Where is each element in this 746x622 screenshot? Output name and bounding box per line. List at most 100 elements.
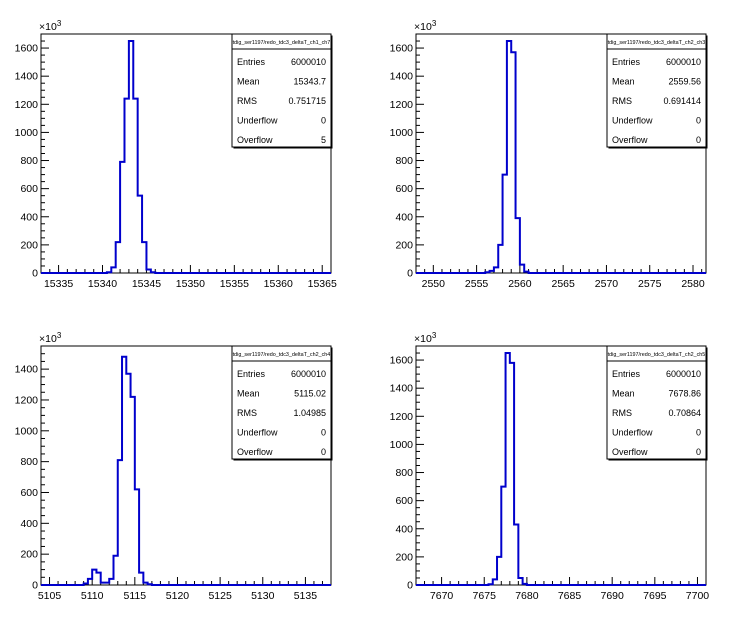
y-tick-label: 400 (395, 523, 413, 535)
y-multiplier-label: ×103 (414, 331, 437, 345)
stat-value: 6000010 (291, 57, 326, 67)
histogram-title: tdig_ser1197/redo_tdc3_deltaT_ch2_ch4 (233, 352, 331, 358)
y-tick-label: 200 (20, 549, 38, 561)
stat-value: 0 (321, 428, 326, 438)
stat-value: 0 (696, 447, 701, 457)
y-tick-label: 1400 (390, 71, 414, 83)
y-tick-label: 800 (395, 467, 413, 479)
stat-label: Mean (612, 77, 635, 87)
histogram-title: tdig_ser1197/redo_tdc3_deltaT_ch2_ch3 (608, 40, 706, 46)
x-tick-label: 2550 (422, 278, 446, 290)
histogram-panel-3: 0 200 400 600 800 1000 1200 1400 5105 5110 5115 512… (15, 331, 333, 602)
x-tick-label: 15355 (220, 278, 249, 290)
x-tick-label: 2555 (465, 278, 489, 290)
histogram-panel-1: 0 200 400 600 800 1000 1200 1400 1600 15335 15340 1… (15, 19, 337, 290)
stat-value: 0 (321, 116, 326, 126)
stat-value: 15343.7 (293, 77, 326, 87)
y-tick-label: 200 (395, 551, 413, 563)
stat-label: Entries (237, 369, 266, 379)
stat-label: Underflow (237, 116, 278, 126)
stat-value: 2559.56 (668, 77, 701, 87)
y-tick-label: 0 (407, 580, 413, 592)
x-tick-label: 15335 (44, 278, 73, 290)
y-multiplier-exponent: 3 (57, 19, 62, 28)
x-tick-label: 5130 (251, 590, 275, 602)
stat-label: Entries (612, 57, 641, 67)
stat-value: 6000010 (666, 369, 701, 379)
y-tick-label: 1200 (15, 394, 39, 406)
x-tick-label: 2565 (551, 278, 575, 290)
y-tick-label: 1600 (390, 43, 414, 55)
stat-value: 5 (321, 135, 326, 145)
stats-box: tdig_ser1197/redo_tdc3_deltaT_ch2_ch4 Ent… (231, 345, 333, 461)
x-tick-label: 5135 (294, 590, 318, 602)
y-tick-label: 1400 (15, 364, 39, 376)
x-tick-label: 15340 (88, 278, 117, 290)
y-tick-label: 1000 (15, 127, 39, 139)
stats-box: tdig_ser1197/redo_tdc3_deltaT_ch2_ch5 Ent… (606, 345, 708, 461)
stat-value: 0 (696, 428, 701, 438)
y-tick-label: 800 (20, 456, 38, 468)
y-multiplier-label: ×103 (414, 19, 437, 33)
stat-label: Underflow (612, 428, 653, 438)
stat-label: Mean (237, 389, 260, 399)
y-multiplier-exponent: 3 (432, 19, 437, 28)
y-tick-label: 200 (395, 239, 413, 251)
stat-label: Entries (237, 57, 266, 67)
y-tick-label: 1000 (390, 439, 414, 451)
y-tick-label: 1000 (390, 127, 414, 139)
x-tick-label: 2575 (638, 278, 662, 290)
y-tick-label: 400 (395, 211, 413, 223)
x-tick-label: 7670 (430, 590, 454, 602)
stats-box-frame (231, 33, 332, 148)
x-tick-label: 2570 (595, 278, 619, 290)
x-tick-label: 5105 (38, 590, 62, 602)
histogram-panel-2: 0 200 400 600 800 1000 1200 1400 1600 2550 2555 256… (390, 19, 708, 290)
stat-value: 0 (321, 447, 326, 457)
stat-value: 0 (696, 135, 701, 145)
y-tick-label: 200 (20, 239, 38, 251)
x-tick-label: 15360 (264, 278, 293, 290)
stats-box: tdig_ser1197/redo_tdc3_deltaT_ch1_ch7 Ent… (231, 33, 333, 149)
histogram-title: tdig_ser1197/redo_tdc3_deltaT_ch2_ch5 (608, 352, 706, 358)
x-tick-label: 7680 (515, 590, 539, 602)
x-tick-label: 5120 (166, 590, 190, 602)
y-tick-label: 1600 (15, 43, 39, 55)
y-tick-label: 600 (395, 183, 413, 195)
stat-label: Overflow (612, 447, 648, 457)
y-multiplier-exponent: 3 (57, 331, 62, 340)
stat-value: 6000010 (666, 57, 701, 67)
x-tick-label: 7690 (600, 590, 624, 602)
stat-value: 0.70864 (668, 408, 701, 418)
stat-label: RMS (612, 96, 632, 106)
y-tick-label: 0 (32, 268, 38, 280)
x-tick-label: 5125 (208, 590, 232, 602)
y-multiplier-exponent: 3 (432, 331, 437, 340)
stat-label: RMS (237, 408, 257, 418)
y-tick-label: 1000 (15, 425, 39, 437)
stat-label: RMS (237, 96, 257, 106)
x-tick-label: 7675 (473, 590, 497, 602)
stat-label: RMS (612, 408, 632, 418)
y-tick-label: 0 (32, 580, 38, 592)
stats-box-frame (606, 345, 707, 460)
x-tick-label: 5110 (81, 590, 104, 602)
stat-value: 7678.86 (668, 389, 701, 399)
y-tick-label: 600 (20, 183, 38, 195)
y-tick-label: 1200 (390, 99, 414, 111)
stat-label: Overflow (612, 135, 648, 145)
x-tick-label: 7685 (558, 590, 582, 602)
y-tick-label: 1400 (15, 71, 39, 83)
x-tick-label: 2560 (508, 278, 532, 290)
x-tick-label: 2580 (681, 278, 705, 290)
x-tick-label: 15350 (176, 278, 205, 290)
stat-label: Overflow (237, 447, 273, 457)
y-tick-label: 1600 (390, 355, 414, 367)
stat-label: Underflow (237, 428, 278, 438)
stats-box: tdig_ser1197/redo_tdc3_deltaT_ch2_ch3 Ent… (606, 33, 708, 149)
y-tick-label: 400 (20, 518, 38, 530)
stat-label: Overflow (237, 135, 273, 145)
y-tick-label: 800 (395, 155, 413, 167)
stats-box-frame (231, 345, 332, 460)
